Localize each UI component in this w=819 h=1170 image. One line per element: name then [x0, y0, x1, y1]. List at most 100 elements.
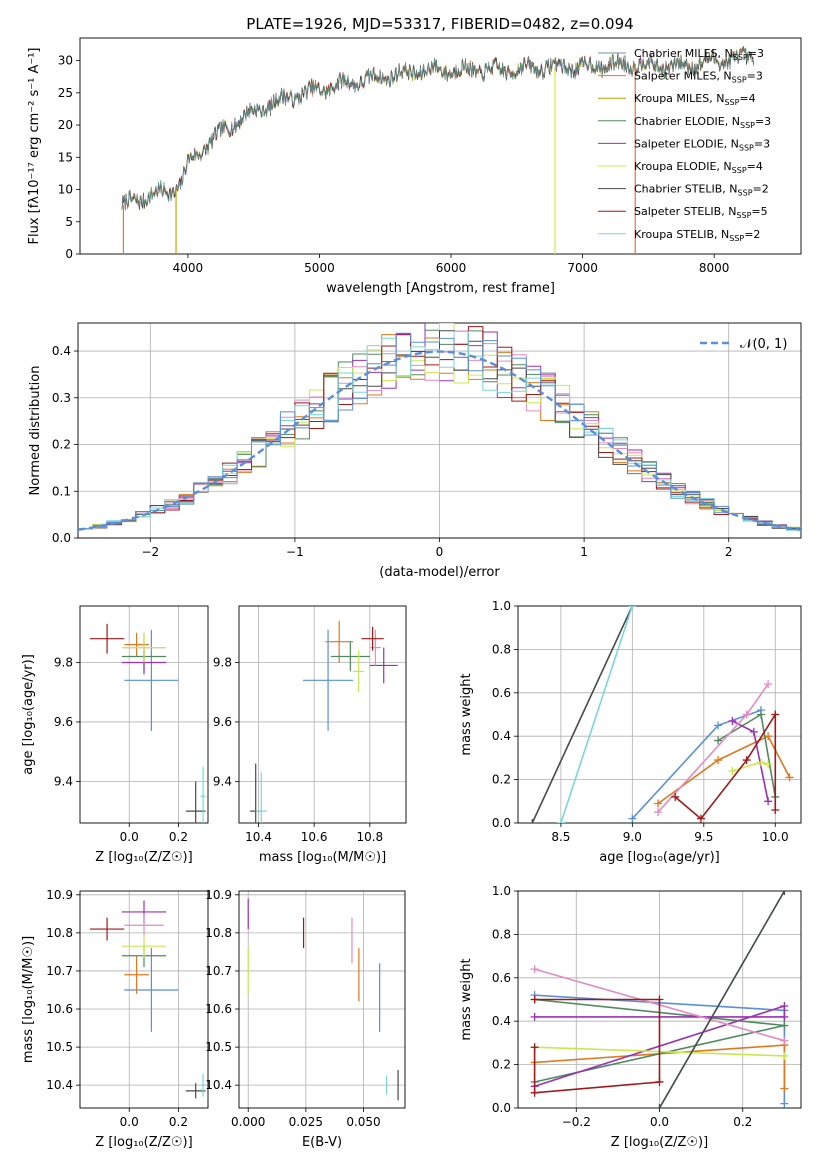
- y-tick-label: 0: [65, 247, 73, 261]
- x-tick-label: 7000: [567, 261, 598, 275]
- y-tick-label: 0.2: [492, 773, 511, 787]
- y-tick-label: 10.9: [205, 888, 232, 902]
- weight-marker: [780, 1002, 789, 1011]
- y-tick-label: 0.0: [492, 816, 511, 830]
- weight-marker: [530, 965, 539, 974]
- legend-label: Kroupa STELIB, NSSP=2: [634, 228, 760, 243]
- y-axis-label: Flux [fλ10⁻¹⁷ erg cm⁻² s⁻¹ A⁻¹]: [27, 48, 42, 245]
- weight-marker: [780, 1036, 789, 1045]
- y-tick-label: 0.4: [492, 1014, 511, 1028]
- y-tick-label: 30: [58, 54, 73, 68]
- chart-mass_vs_ebv: 0.000 0.025 0.050 10.4 10.5 10.6 10.7 10.8 10.9 E…: [205, 888, 406, 1150]
- weight-marker: [696, 814, 705, 823]
- y-tick-label: 1.0: [492, 599, 511, 613]
- x-tick-label: 8000: [699, 261, 730, 275]
- plot-frame: [79, 37, 802, 255]
- weight-marker: [742, 756, 751, 765]
- y-tick-label: 0.6: [492, 686, 511, 700]
- y-tick-label: 0.0: [492, 1101, 511, 1115]
- weight-marker: [530, 1088, 539, 1097]
- x-axis-label: E(B-V): [302, 1135, 342, 1150]
- y-tick-label: 10.8: [46, 926, 73, 940]
- legend-label: Salpeter MILES, NSSP=3: [634, 70, 763, 85]
- weight-marker: [764, 680, 773, 689]
- plot-area: [528, 606, 794, 823]
- weight-marker: [764, 760, 773, 769]
- y-tick-label: 1.0: [492, 884, 511, 898]
- weight-marker: [728, 717, 737, 726]
- chart-spectrum: 4000 5000 6000 7000 8000 0 5 10 15 20 25 30 waveleng…: [27, 37, 802, 296]
- weight-marker: [742, 710, 751, 719]
- legend-label: Chabrier STELIB, NSSP=2: [634, 183, 769, 198]
- x-tick-label: 5000: [304, 261, 335, 275]
- x-axis-label: (data-model)/error: [379, 565, 500, 580]
- weight-marker: [655, 1077, 664, 1086]
- weight-series: [657, 683, 769, 813]
- y-tick-label: 10: [58, 183, 73, 197]
- legend-label: Kroupa ELODIE, NSSP=4: [634, 160, 763, 175]
- figure-title: PLATE=1926, MJD=53317, FIBERID=0482, z=0…: [246, 15, 633, 33]
- chart-weight_vs_Z: −0.2 0.0 0.2 0.0 0.2 0.4 0.6 0.8 1.0 Z [log₁₀(Z/Z…: [459, 884, 802, 1150]
- weight-marker: [756, 758, 765, 767]
- weight-marker: [780, 1099, 789, 1108]
- normal-curve: [78, 350, 801, 531]
- chart-weight_vs_age: 8.5 9.0 9.5 10.0 0.0 0.2 0.4 0.6 0.8 1.0 age [log₁…: [459, 599, 802, 865]
- x-tick-label: 9.0: [623, 830, 642, 844]
- legend-label: Chabrier ELODIE, NSSP=3: [634, 115, 771, 130]
- weight-marker: [728, 766, 737, 775]
- y-tick-label: 5: [65, 215, 73, 229]
- y-tick-label: 9.4: [213, 774, 232, 788]
- y-tick-label: 9.4: [54, 774, 73, 788]
- plot-area: [250, 620, 398, 823]
- y-axis-label: Normed distribution: [28, 366, 43, 496]
- x-tick-label: 0: [436, 545, 444, 559]
- weight-marker: [756, 710, 765, 719]
- x-tick-label: −2: [141, 545, 159, 559]
- weight-marker: [528, 819, 537, 823]
- y-tick-label: 0.1: [52, 484, 71, 498]
- weight-marker: [780, 1012, 789, 1021]
- weight-marker: [655, 1104, 664, 1108]
- y-tick-label: 20: [58, 118, 73, 132]
- weight-marker: [714, 721, 723, 730]
- weight-marker: [714, 756, 723, 765]
- x-tick-label: 0.0: [120, 830, 139, 844]
- plot-frame: [238, 605, 407, 824]
- weight-marker: [654, 799, 663, 808]
- x-tick-label: 2: [725, 545, 733, 559]
- weight-marker: [785, 773, 794, 782]
- plot-area: [89, 623, 206, 823]
- plot-frame: [517, 605, 802, 824]
- y-tick-label: 25: [58, 86, 73, 100]
- weight-marker: [556, 819, 565, 823]
- x-tick-label: 10.6: [301, 830, 328, 844]
- x-axis-label: mass [log₁₀(M/M☉)]: [259, 850, 386, 865]
- x-tick-label: 0.2: [733, 1115, 752, 1129]
- histogram-step: [78, 332, 801, 530]
- x-tick-label: 0.025: [289, 1115, 323, 1129]
- y-tick-label: 0.0: [52, 531, 71, 545]
- y-axis-label: age [log₁₀(age/yr)]: [21, 654, 36, 775]
- weight-marker: [780, 891, 789, 895]
- y-tick-label: 0.6: [492, 971, 511, 985]
- x-tick-label: 6000: [436, 261, 467, 275]
- y-tick-label: 9.6: [213, 715, 232, 729]
- x-tick-label: 8.5: [551, 830, 570, 844]
- plot-area: [78, 323, 801, 531]
- x-tick-label: 0.0: [650, 1115, 669, 1129]
- x-axis-label: Z [log₁₀(Z/Z☉)]: [95, 850, 192, 865]
- x-tick-label: 10.4: [245, 830, 272, 844]
- weight-series: [732, 761, 769, 772]
- y-tick-label: 10.7: [205, 964, 232, 978]
- x-tick-label: 9.5: [694, 830, 713, 844]
- legend-label: Salpeter ELODIE, NSSP=3: [634, 137, 770, 152]
- legend-label: 𝒩(0, 1): [740, 337, 787, 352]
- y-tick-label: 10.4: [46, 1078, 73, 1092]
- weight-series: [560, 606, 634, 823]
- y-tick-label: 0.2: [52, 438, 71, 452]
- y-tick-label: 0.4: [52, 344, 71, 358]
- x-tick-label: 10.8: [356, 830, 383, 844]
- x-tick-label: 10.0: [762, 830, 789, 844]
- x-tick-label: −0.2: [562, 1115, 591, 1129]
- legend-label: Kroupa MILES, NSSP=4: [634, 92, 756, 107]
